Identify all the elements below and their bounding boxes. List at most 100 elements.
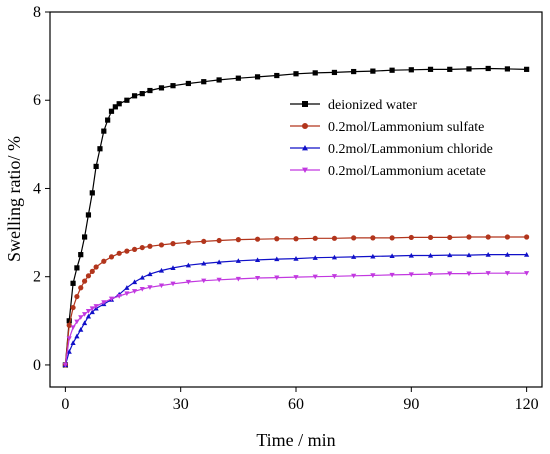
data-point xyxy=(447,252,453,258)
data-point xyxy=(466,252,472,258)
data-point xyxy=(101,258,107,264)
data-point xyxy=(216,77,222,83)
data-point xyxy=(185,239,191,245)
legend-item: 0.2mol/Lammonium acetate xyxy=(290,164,486,179)
data-point xyxy=(89,190,95,196)
data-point xyxy=(74,265,80,271)
legend-label: 0.2mol/Lammonium acetate xyxy=(328,164,486,179)
series-line xyxy=(64,67,527,365)
data-point xyxy=(331,254,338,260)
data-point xyxy=(78,315,84,320)
y-tick-label: 0 xyxy=(33,357,41,374)
data-point xyxy=(78,252,84,258)
data-point xyxy=(254,236,261,242)
data-point xyxy=(185,262,191,268)
data-point xyxy=(389,235,395,241)
data-point xyxy=(485,234,491,240)
data-point xyxy=(85,313,92,319)
data-point xyxy=(81,234,88,240)
data-point xyxy=(147,243,153,249)
series-1 xyxy=(62,234,530,368)
data-point xyxy=(158,85,165,91)
data-point xyxy=(274,275,280,281)
data-point xyxy=(302,145,308,151)
data-point xyxy=(81,320,88,326)
data-point xyxy=(139,244,145,251)
y-tick-label: 8 xyxy=(33,4,41,21)
x-tick-label: 30 xyxy=(173,396,189,413)
series-layer xyxy=(62,65,530,368)
data-point xyxy=(408,272,414,278)
series-3 xyxy=(62,271,530,368)
data-point xyxy=(466,66,472,72)
data-point xyxy=(97,146,103,152)
data-point xyxy=(302,101,308,107)
y-tick-label: 4 xyxy=(33,180,41,197)
data-point xyxy=(185,279,191,285)
legend: deionized water 0.2mol/Lammonium sulfate 0… xyxy=(290,98,493,179)
data-point xyxy=(485,271,491,276)
x-tick-label: 90 xyxy=(403,396,419,413)
data-point xyxy=(504,271,511,276)
series-line xyxy=(64,254,527,366)
legend-item: deionized water xyxy=(290,98,417,113)
data-point xyxy=(235,75,241,81)
data-point xyxy=(170,241,176,247)
data-point xyxy=(124,291,130,297)
data-point xyxy=(62,362,68,368)
legend-label: deionized water xyxy=(328,98,417,113)
data-point xyxy=(466,234,472,240)
data-point xyxy=(101,300,107,305)
data-point xyxy=(70,304,76,311)
x-tick-label: 0 xyxy=(61,396,69,413)
data-point xyxy=(254,257,261,263)
y-tick-label: 2 xyxy=(33,269,41,286)
data-point xyxy=(131,93,138,99)
data-point xyxy=(158,267,165,273)
axis-ticks: 0 30 60 90 120 0 2 4 6 8 xyxy=(33,4,539,413)
data-point xyxy=(331,69,338,76)
data-point xyxy=(504,66,511,72)
data-point xyxy=(70,280,76,286)
data-point xyxy=(427,234,434,241)
data-point xyxy=(389,272,395,278)
data-point xyxy=(170,281,176,287)
data-point xyxy=(116,250,122,256)
data-point xyxy=(78,285,84,291)
data-point xyxy=(447,66,453,72)
data-point xyxy=(331,274,338,279)
data-point xyxy=(293,256,299,261)
data-point xyxy=(139,91,145,97)
data-point xyxy=(235,276,241,282)
data-point xyxy=(201,238,207,245)
legend-label: 0.2mol/Lammonium sulfate xyxy=(328,120,484,135)
data-point xyxy=(370,235,376,241)
data-point xyxy=(108,296,115,302)
data-point xyxy=(170,83,176,89)
data-point xyxy=(93,304,99,309)
data-point xyxy=(201,260,207,266)
x-tick-label: 60 xyxy=(288,396,304,413)
data-point xyxy=(74,293,80,300)
data-point xyxy=(147,271,153,277)
data-point xyxy=(524,252,530,257)
data-point xyxy=(66,322,72,328)
data-point xyxy=(216,237,222,244)
data-point xyxy=(93,264,99,270)
legend-item: 0.2mol/Lammonium chloride xyxy=(290,142,493,157)
data-point xyxy=(108,254,115,260)
data-point xyxy=(351,235,357,241)
data-point xyxy=(170,265,176,270)
data-point xyxy=(66,336,72,342)
data-point xyxy=(101,128,107,134)
data-point xyxy=(185,80,191,87)
legend-item: 0.2mol/Lammonium sulfate xyxy=(290,120,484,135)
data-point xyxy=(351,273,357,279)
data-point xyxy=(66,318,72,324)
data-point xyxy=(66,349,72,354)
data-point xyxy=(74,319,80,325)
data-point xyxy=(389,67,395,73)
data-point xyxy=(274,236,280,242)
data-point xyxy=(254,74,261,80)
